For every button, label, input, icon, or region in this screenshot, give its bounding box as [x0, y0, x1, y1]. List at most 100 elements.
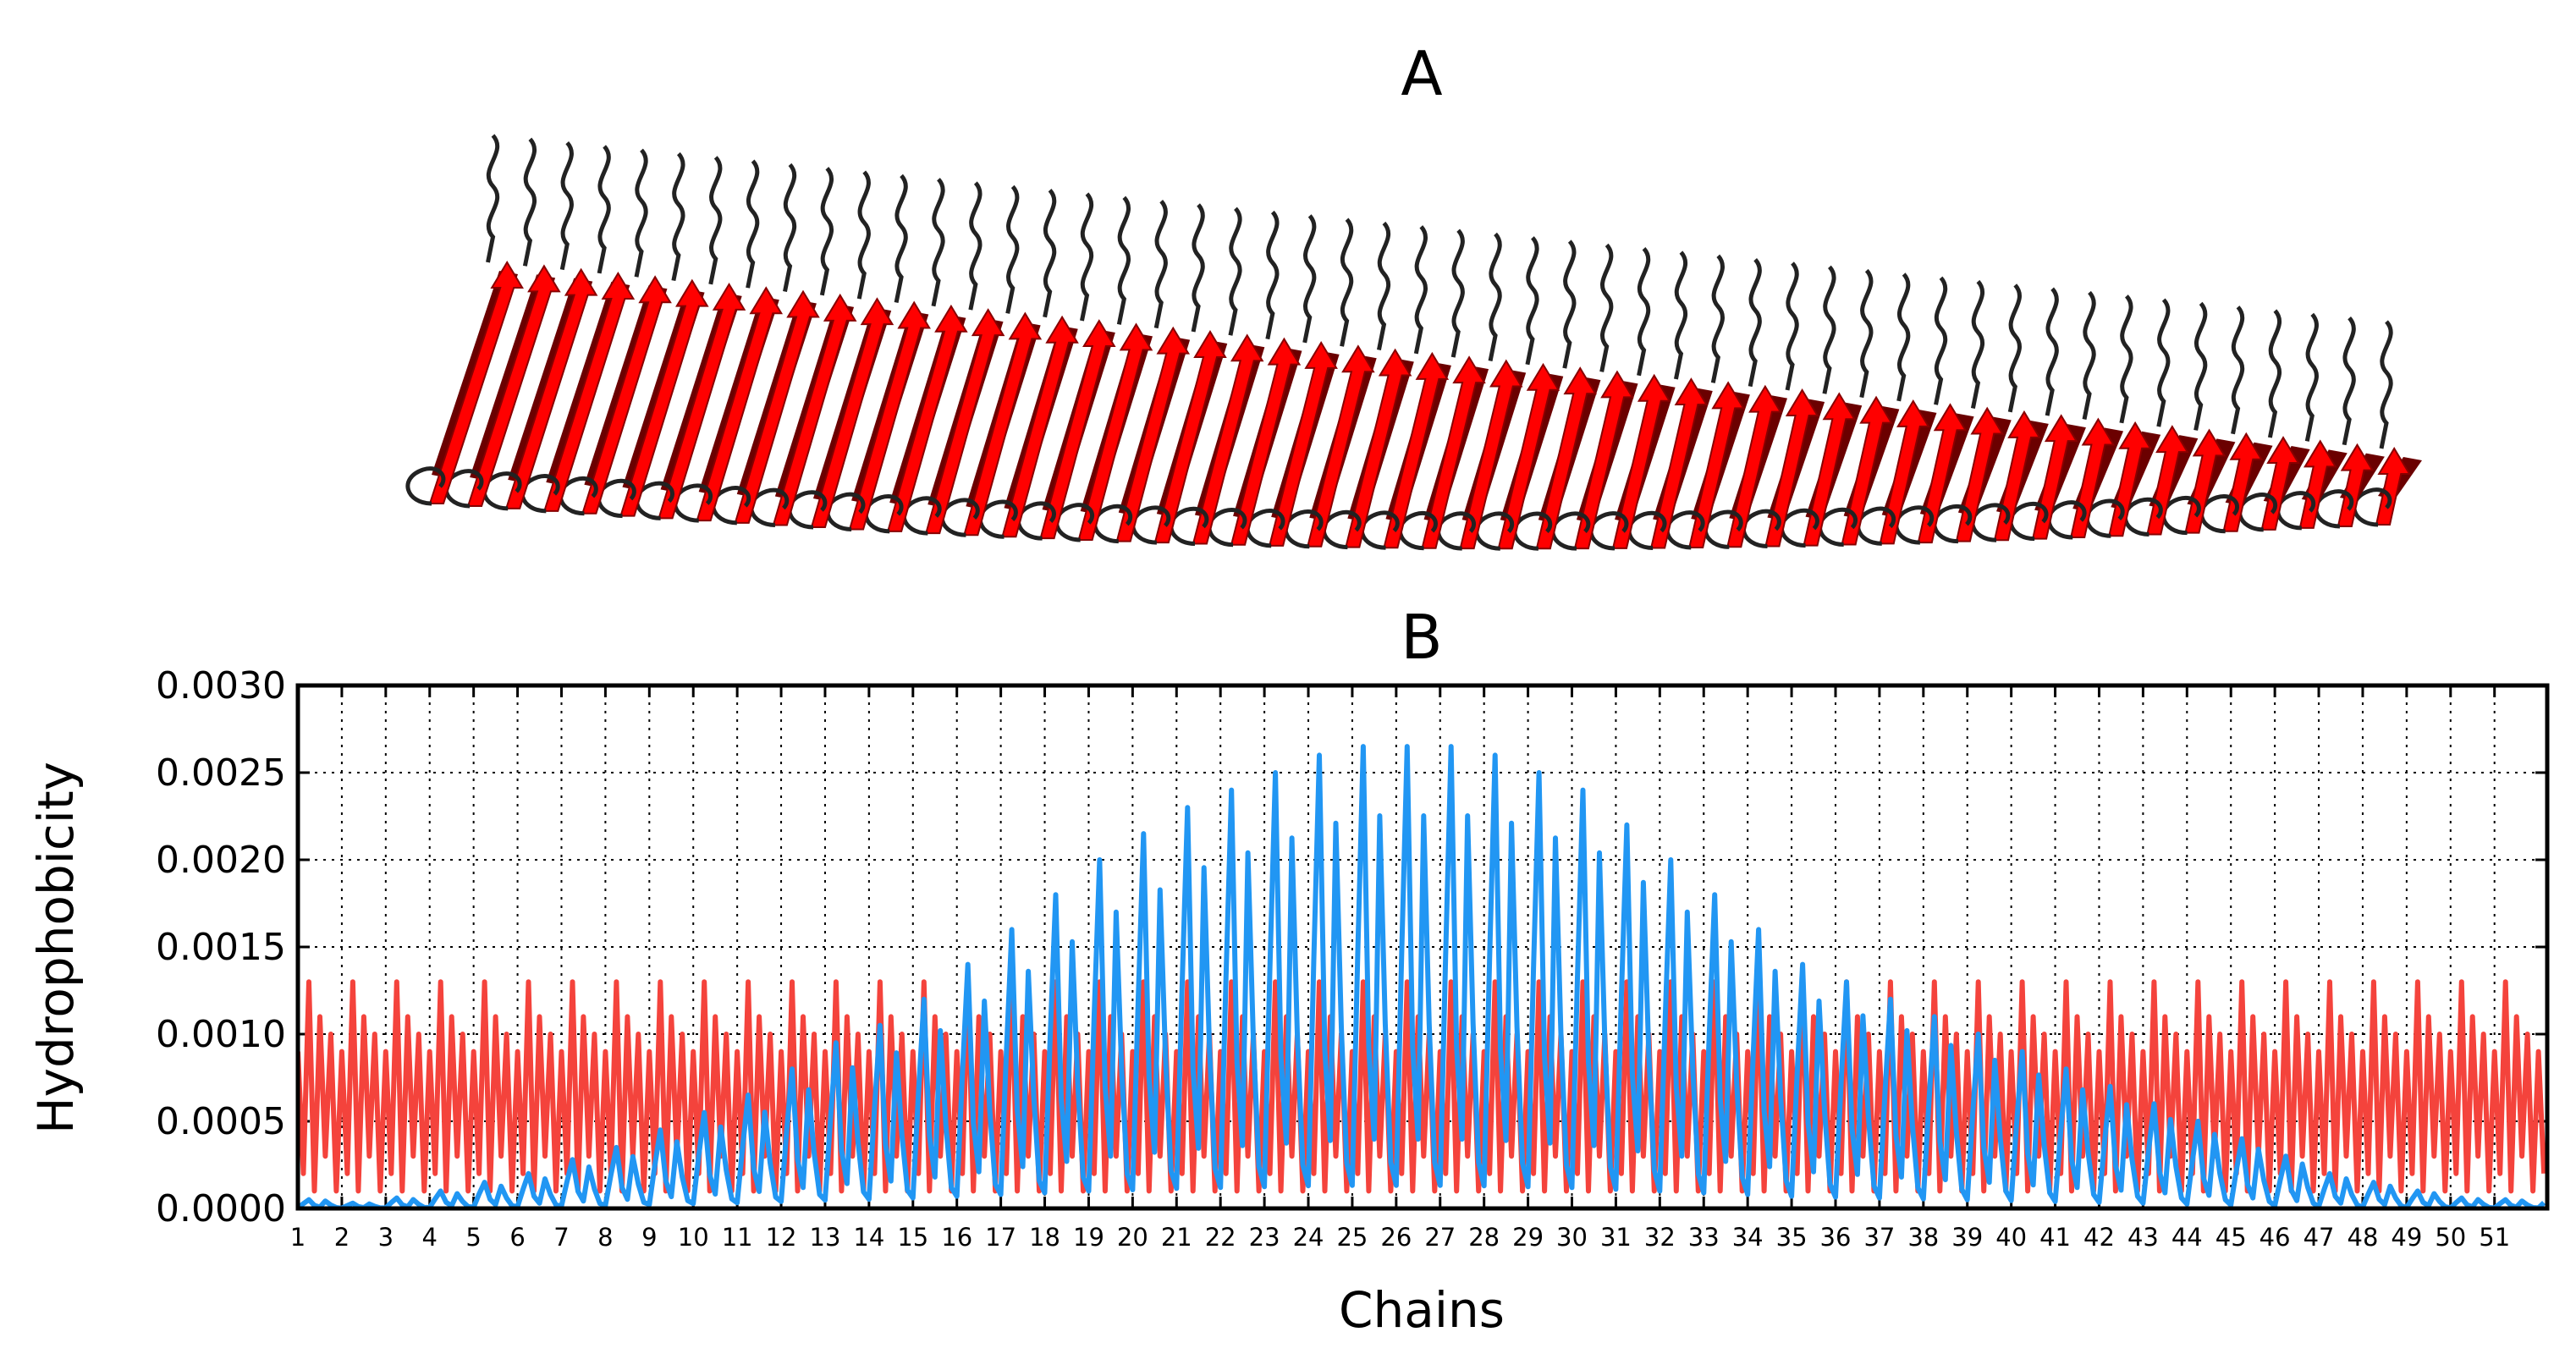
chain-loop	[2082, 290, 2096, 420]
strand-arrow	[2260, 436, 2300, 531]
x-tick-label: 47	[2304, 1223, 2335, 1252]
beta-sheet-structure	[405, 134, 2422, 551]
strand-arrow	[1879, 399, 1930, 545]
chain-bottom-loop	[1093, 504, 1133, 544]
strand-arrow	[2375, 447, 2411, 526]
chain	[1397, 228, 1489, 551]
chain-bottom-loop	[1741, 509, 1781, 549]
chain	[1627, 250, 1713, 551]
x-tick-label: 20	[1117, 1223, 1148, 1252]
chain-bottom-loop	[482, 471, 522, 511]
chain-bottom-loop	[1016, 501, 1056, 541]
chain-bottom-loop	[711, 486, 751, 526]
chain-bottom-loop	[1359, 510, 1400, 550]
chain-loop	[1153, 199, 1168, 329]
chain-loop	[1265, 210, 1280, 340]
chain-loop	[2379, 320, 2393, 449]
x-tick-label: 38	[1907, 1223, 1939, 1252]
chain-loop	[1005, 184, 1020, 314]
chain	[1779, 265, 1863, 548]
x-tick-label: 23	[1249, 1223, 1280, 1252]
chain-loop	[2267, 309, 2282, 438]
chain-loop	[708, 156, 723, 285]
chain-bottom-loop	[2046, 500, 2087, 540]
chain	[1894, 276, 1974, 545]
strand-arrow	[810, 297, 894, 529]
chain	[1436, 232, 1527, 551]
chain-bottom-loop	[1665, 510, 1705, 550]
chain	[939, 184, 1043, 537]
x-tick-label: 9	[641, 1223, 657, 1252]
blue-series-line	[298, 744, 2546, 1208]
x-tick-labels: 1 2 3 4 5 6 7 8 9 10 11 12 13 14 15 16 17 18 19 20 21 22 23 24 2…	[290, 1223, 2510, 1252]
x-tick-label: 13	[810, 1223, 841, 1252]
strand-arrow	[658, 282, 746, 520]
x-tick-label: 29	[1512, 1223, 1544, 1252]
x-tick-label: 11	[722, 1223, 753, 1252]
x-tick-label: 5	[465, 1223, 481, 1252]
y-tick-label: 0.0030	[156, 664, 286, 707]
strand-arrow	[1039, 319, 1116, 540]
chain	[443, 137, 561, 509]
chain-loop	[931, 178, 945, 307]
chain-bottom-loop	[1397, 510, 1438, 551]
chain-loop	[2304, 312, 2319, 442]
chain	[901, 181, 1005, 536]
chain-loop	[522, 137, 537, 267]
chain-loop	[1302, 214, 1317, 344]
x-tick-label: 22	[1205, 1223, 1236, 1252]
chain-loop	[2231, 305, 2245, 435]
chain-bottom-loop	[596, 478, 636, 519]
chain-bottom-loop	[443, 469, 484, 509]
chain-bottom-loop	[1436, 511, 1477, 551]
y-tick-label: 0.0005	[156, 1100, 286, 1143]
x-tick-label: 3	[378, 1223, 394, 1252]
strand-arrow	[1421, 355, 1486, 549]
chain-bottom-loop	[749, 487, 790, 527]
chain	[405, 134, 524, 506]
strand-arrow	[1687, 381, 1745, 548]
chain	[1131, 203, 1228, 545]
strand-arrow	[1459, 359, 1523, 550]
chain-loop	[1710, 254, 1725, 383]
strand-arrow	[1115, 326, 1191, 542]
chain-loop	[559, 140, 574, 271]
chain-bottom-loop	[1627, 510, 1667, 551]
x-tick-label: 14	[853, 1223, 884, 1252]
chain-bottom-loop	[1779, 508, 1819, 548]
x-tick-label: 25	[1336, 1223, 1368, 1252]
chain-loop	[2156, 298, 2171, 427]
chain-loop	[1376, 221, 1391, 351]
x-tick-label: 33	[1688, 1223, 1720, 1252]
strand-arrow	[1649, 377, 1709, 549]
y-tick-label: 0.0000	[156, 1187, 286, 1230]
x-tick-label: 32	[1644, 1223, 1676, 1252]
chain	[2122, 298, 2199, 537]
chain-loop	[1413, 225, 1428, 355]
chain-bottom-loop	[635, 481, 674, 520]
series-layer	[298, 744, 2547, 1208]
chain	[2046, 290, 2124, 540]
chain-loop	[2119, 294, 2133, 424]
strand-arrow	[581, 275, 672, 515]
chain-loop	[597, 145, 611, 274]
strand-arrow	[963, 311, 1043, 537]
chain	[1550, 243, 1638, 551]
x-tick-label: 12	[766, 1223, 797, 1252]
chain	[711, 162, 820, 526]
chain-bottom-loop	[2199, 494, 2239, 534]
chain-bottom-loop	[939, 498, 980, 537]
chain-bottom-loop	[787, 490, 828, 530]
x-tick-label: 4	[422, 1223, 438, 1252]
chain-bottom-loop	[1970, 503, 2011, 542]
x-tick-label: 48	[2348, 1223, 2379, 1252]
x-tick-label: 28	[1468, 1223, 1500, 1252]
chain-bottom-loop	[2008, 501, 2049, 542]
chain-loop	[1785, 261, 1799, 391]
chain	[2276, 312, 2348, 531]
chain-bottom-loop	[1932, 504, 1973, 544]
strand-arrow	[848, 300, 931, 531]
chain-bottom-loop	[1131, 505, 1171, 545]
chain-loop	[1934, 276, 1948, 405]
x-tick-label: 8	[597, 1223, 613, 1252]
